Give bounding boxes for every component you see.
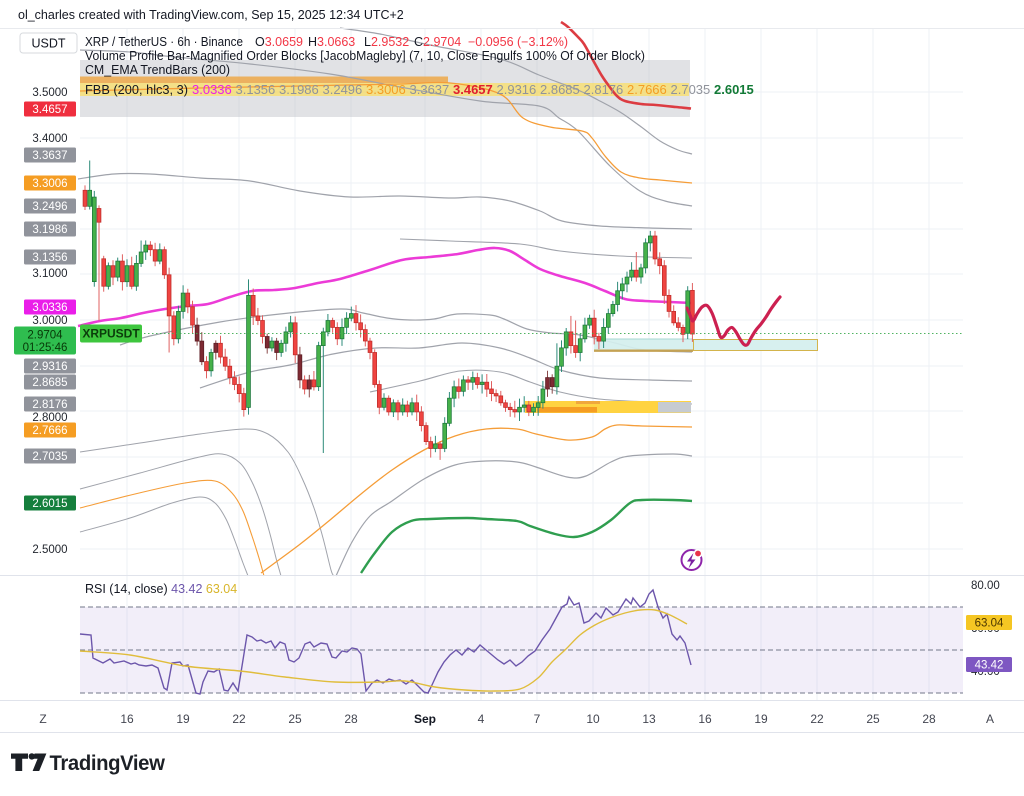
svg-text:16: 16 (698, 712, 712, 726)
svg-text:3.4657: 3.4657 (32, 104, 67, 116)
svg-text:28: 28 (922, 712, 936, 726)
svg-text:2.8176: 2.8176 (32, 399, 67, 411)
svg-text:2.8685: 2.8685 (32, 377, 67, 389)
svg-text:28: 28 (344, 712, 358, 726)
svg-text:TradingView: TradingView (50, 752, 166, 775)
svg-text:RSI (14, close) 43.42 63.04: RSI (14, close) 43.42 63.04 (85, 582, 237, 596)
svg-text:3.1356: 3.1356 (236, 82, 276, 97)
svg-text:3.3637: 3.3637 (32, 150, 67, 162)
svg-text:3.4657: 3.4657 (453, 82, 493, 97)
svg-text:43.42: 43.42 (975, 660, 1004, 672)
svg-text:3.1000: 3.1000 (32, 268, 67, 280)
svg-text:3.1986: 3.1986 (32, 224, 67, 236)
svg-text:2.6015: 2.6015 (714, 82, 754, 97)
svg-text:25: 25 (866, 712, 880, 726)
svg-text:3.3006: 3.3006 (32, 178, 67, 190)
svg-text:3.0336: 3.0336 (32, 302, 67, 314)
svg-text:USDT: USDT (31, 37, 65, 51)
svg-text:4: 4 (478, 712, 485, 726)
svg-text:Sep: Sep (414, 712, 436, 726)
svg-text:CM_EMA TrendBars (200): CM_EMA TrendBars (200) (85, 63, 230, 77)
svg-text:XRP / TetherUS · 6h · Binance: XRP / TetherUS · 6h · Binance (85, 35, 243, 49)
svg-text:01:25:46: 01:25:46 (23, 342, 68, 354)
svg-text:80.00: 80.00 (971, 580, 1000, 592)
svg-text:3.1986: 3.1986 (279, 82, 319, 97)
svg-text:2.6015: 2.6015 (32, 498, 67, 510)
svg-text:22: 22 (232, 712, 246, 726)
svg-text:3.5000: 3.5000 (32, 87, 67, 99)
svg-text:19: 19 (176, 712, 190, 726)
svg-text:L2.9532: L2.9532 (364, 35, 409, 49)
svg-text:3.3006: 3.3006 (366, 82, 406, 97)
svg-text:3.4000: 3.4000 (32, 133, 67, 145)
svg-text:2.7035: 2.7035 (671, 82, 711, 97)
svg-text:2.7666: 2.7666 (627, 82, 667, 97)
svg-text:2.5000: 2.5000 (32, 544, 67, 556)
svg-text:3.2496: 3.2496 (323, 82, 363, 97)
svg-text:2.9316: 2.9316 (497, 82, 537, 97)
svg-text:2.8685: 2.8685 (540, 82, 580, 97)
svg-text:22: 22 (810, 712, 824, 726)
svg-text:Volume Profile Bar-Magnified O: Volume Profile Bar-Magnified Order Block… (85, 49, 645, 63)
svg-text:2.7035: 2.7035 (32, 451, 67, 463)
svg-text:3.3637: 3.3637 (410, 82, 450, 97)
svg-text:3.0000: 3.0000 (32, 315, 67, 327)
svg-text:2.8176: 2.8176 (584, 82, 624, 97)
svg-text:XRPUSDT: XRPUSDT (82, 327, 140, 341)
svg-text:2.7666: 2.7666 (32, 425, 67, 437)
svg-text:C2.9704: C2.9704 (414, 35, 461, 49)
svg-text:O3.0659: O3.0659 (255, 35, 303, 49)
svg-text:19: 19 (754, 712, 768, 726)
svg-text:7: 7 (534, 712, 541, 726)
svg-text:−0.0956 (−3.12%): −0.0956 (−3.12%) (468, 35, 568, 49)
svg-text:ol_charles created with Tradin: ol_charles created with TradingView.com,… (18, 8, 404, 22)
svg-text:FBB (200, hlc3, 3): FBB (200, hlc3, 3) (85, 83, 188, 97)
svg-text:25: 25 (288, 712, 302, 726)
svg-text:Z: Z (39, 712, 46, 726)
svg-text:16: 16 (120, 712, 134, 726)
svg-text:63.04: 63.04 (975, 618, 1004, 630)
svg-text:3.0336: 3.0336 (192, 82, 232, 97)
svg-text:A: A (986, 712, 994, 726)
svg-text:3.1356: 3.1356 (32, 252, 67, 264)
svg-text:13: 13 (642, 712, 656, 726)
svg-text:2.8000: 2.8000 (32, 412, 67, 424)
svg-text:10: 10 (586, 712, 600, 726)
svg-text:2.9704: 2.9704 (27, 330, 63, 342)
svg-text:2.9316: 2.9316 (32, 361, 67, 373)
svg-text:3.2496: 3.2496 (32, 201, 67, 213)
svg-text:H3.0663: H3.0663 (308, 35, 355, 49)
